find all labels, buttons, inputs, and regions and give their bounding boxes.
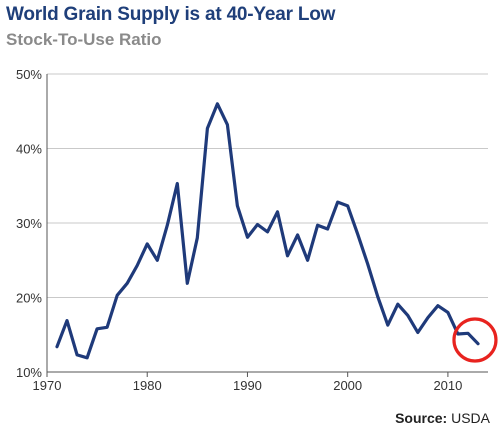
data-point — [216, 103, 219, 105]
data-point — [316, 224, 319, 227]
data-point — [477, 342, 479, 345]
data-point — [286, 254, 289, 257]
data-point — [186, 282, 189, 285]
source-value: USDA — [451, 410, 490, 426]
data-point — [176, 182, 179, 185]
x-tick-label: 2000 — [333, 378, 362, 393]
x-tick-label: 1970 — [33, 378, 62, 393]
data-point — [126, 282, 128, 285]
data-point — [376, 295, 379, 298]
highlight-circle — [452, 317, 498, 363]
data-point — [417, 331, 419, 334]
data-point — [276, 211, 279, 213]
data-point — [56, 345, 58, 348]
data-point — [106, 326, 108, 329]
data-point — [226, 123, 229, 126]
data-point — [256, 223, 259, 226]
data-point — [396, 303, 399, 306]
data-point — [467, 332, 469, 335]
data-point — [326, 228, 329, 230]
y-tick-label: 20% — [16, 291, 42, 306]
data-point — [306, 259, 309, 262]
data-point — [86, 357, 88, 359]
data-point — [196, 237, 199, 239]
x-tick-label: 1990 — [233, 378, 262, 393]
data-point — [346, 205, 349, 207]
y-tick-label: 10% — [16, 365, 42, 380]
data-point — [136, 264, 139, 267]
data-point — [96, 327, 98, 330]
data-point — [166, 224, 169, 227]
data-point — [437, 304, 439, 307]
data-point — [447, 311, 449, 314]
data-point — [366, 263, 369, 265]
x-tick-label: 2010 — [433, 378, 462, 393]
data-point — [266, 231, 269, 233]
x-tick-label: 1980 — [133, 378, 162, 393]
chart-title: World Grain Supply is at 40-Year Low — [6, 4, 336, 25]
data-point — [356, 233, 359, 235]
data-point — [457, 333, 459, 335]
series-line — [55, 102, 480, 360]
y-tick-label: 50% — [16, 67, 42, 82]
data-point — [336, 201, 339, 203]
data-point — [76, 354, 78, 356]
data-point — [116, 294, 118, 297]
data-point — [246, 236, 249, 238]
data-point — [236, 205, 239, 207]
y-tick-label: 30% — [16, 216, 42, 231]
data-point — [296, 234, 299, 236]
data-point — [407, 314, 409, 317]
data-point — [427, 316, 429, 319]
data-point — [386, 324, 389, 326]
data-point — [206, 127, 209, 130]
y-tick-label: 40% — [16, 142, 42, 157]
data-point — [156, 259, 159, 262]
source-note: Source: USDA — [395, 410, 490, 426]
source-label: Source: — [395, 410, 448, 426]
data-point — [66, 319, 68, 322]
data-point — [146, 243, 149, 245]
chart-subtitle: Stock-To-Use Ratio — [6, 30, 162, 49]
